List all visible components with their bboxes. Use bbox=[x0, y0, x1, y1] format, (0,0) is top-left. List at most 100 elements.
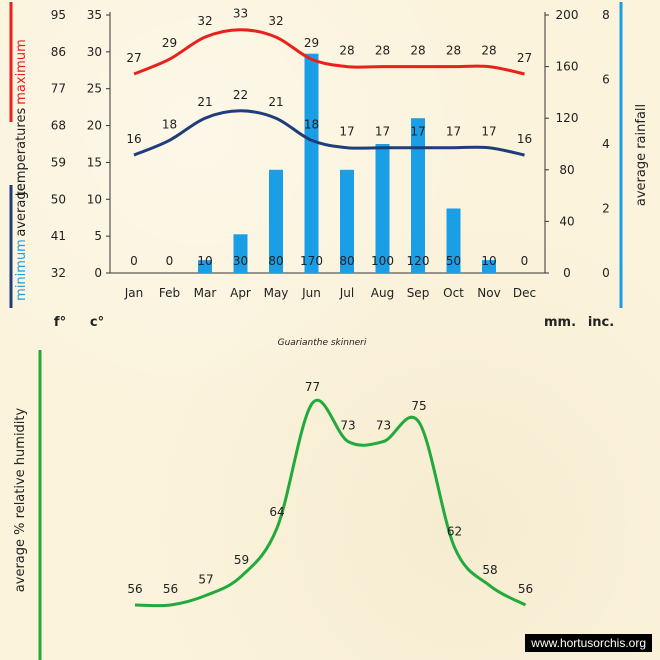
rain-bar bbox=[340, 169, 354, 273]
inch-tick: 6 bbox=[602, 73, 610, 87]
humidity-axis-label: average % relative humidity bbox=[13, 407, 28, 592]
humidity-label: 73 bbox=[340, 418, 355, 432]
max-temp-label: 33 bbox=[233, 7, 248, 21]
mm-tick: 80 bbox=[559, 163, 574, 177]
max-temp-label: 28 bbox=[481, 44, 496, 58]
unit-fahrenheit: f° bbox=[54, 315, 66, 330]
celsius-tick: 25 bbox=[87, 82, 102, 96]
humidity-label: 57 bbox=[198, 572, 213, 586]
humidity-line bbox=[134, 398, 527, 608]
min-temp-label: 17 bbox=[410, 125, 425, 139]
rain-value-label: 120 bbox=[407, 254, 430, 268]
month-label: Sep bbox=[407, 286, 430, 300]
min-temp-label: 21 bbox=[197, 95, 212, 109]
month-label: Aug bbox=[371, 286, 394, 300]
rain-bar bbox=[198, 260, 212, 273]
rain-value-label: 170 bbox=[300, 254, 323, 268]
min-temp-label: 22 bbox=[233, 88, 248, 102]
humidity-label: 56 bbox=[163, 582, 178, 596]
rain-value-label: 50 bbox=[446, 254, 461, 268]
left-title-word-0: minimum bbox=[14, 239, 29, 301]
max-temp-label: 29 bbox=[162, 36, 177, 50]
inch-tick: 2 bbox=[602, 202, 610, 216]
min-temp-label: 21 bbox=[268, 95, 283, 109]
fahrenheit-tick: 77 bbox=[51, 82, 66, 96]
rain-value-label: 0 bbox=[521, 254, 529, 268]
rain-bar bbox=[446, 208, 461, 273]
mm-tick: 200 bbox=[556, 8, 579, 22]
month-label: Jul bbox=[339, 286, 354, 300]
rain-value-label: 10 bbox=[197, 254, 212, 268]
celsius-tick: 30 bbox=[87, 45, 102, 59]
min-temp-label: 17 bbox=[446, 125, 461, 139]
left-title-word-2: temperatures bbox=[14, 108, 29, 197]
month-label: Nov bbox=[477, 286, 500, 300]
fahrenheit-tick: 59 bbox=[51, 155, 66, 169]
rain-value-label: 30 bbox=[233, 254, 248, 268]
month-label: Feb bbox=[159, 286, 180, 300]
min-temp-label: 17 bbox=[481, 125, 496, 139]
mm-tick: 160 bbox=[556, 60, 579, 74]
max-temp-label: 27 bbox=[126, 51, 141, 65]
inch-tick: 0 bbox=[602, 266, 610, 280]
fahrenheit-tick: 68 bbox=[51, 119, 66, 133]
max-temp-label: 32 bbox=[268, 14, 283, 28]
month-label: Jun bbox=[301, 286, 321, 300]
mm-tick: 120 bbox=[556, 111, 579, 125]
max-temp-line bbox=[133, 28, 525, 76]
fahrenheit-tick: 50 bbox=[51, 192, 66, 206]
rain-value-label: 10 bbox=[481, 254, 496, 268]
celsius-tick: 35 bbox=[87, 8, 102, 22]
month-label: Jan bbox=[124, 286, 144, 300]
rain-value-label: 80 bbox=[268, 254, 283, 268]
species-name: Guarianthe skinneri bbox=[278, 338, 367, 348]
min-temp-label: 18 bbox=[162, 117, 177, 131]
rain-bar bbox=[482, 260, 496, 273]
rain-bar bbox=[269, 169, 283, 273]
humidity-label: 59 bbox=[234, 553, 249, 567]
month-label: Apr bbox=[230, 286, 251, 300]
celsius-tick: 10 bbox=[87, 192, 102, 206]
month-label: Oct bbox=[443, 286, 464, 300]
celsius-tick: 20 bbox=[87, 119, 102, 133]
humidity-label: 73 bbox=[376, 418, 391, 432]
inch-tick: 4 bbox=[602, 137, 610, 151]
min-temp-label: 17 bbox=[375, 125, 390, 139]
fahrenheit-tick: 32 bbox=[51, 266, 66, 280]
mm-tick: 0 bbox=[563, 266, 571, 280]
unit-inches: inc. bbox=[588, 315, 614, 330]
humidity-label: 77 bbox=[305, 380, 320, 394]
month-label: May bbox=[264, 286, 289, 300]
max-temp-label: 28 bbox=[446, 44, 461, 58]
humidity-label: 62 bbox=[447, 524, 462, 538]
rain-bar bbox=[233, 234, 248, 273]
rain-value-label: 100 bbox=[371, 254, 394, 268]
max-temp-label: 28 bbox=[375, 44, 390, 58]
max-temp-label: 28 bbox=[339, 44, 354, 58]
fahrenheit-tick: 95 bbox=[51, 8, 66, 22]
rainfall-axis-label: average rainfall bbox=[634, 104, 649, 206]
max-temp-label: 27 bbox=[517, 51, 532, 65]
min-temp-line bbox=[133, 109, 525, 157]
rain-value-label: 0 bbox=[166, 254, 174, 268]
celsius-tick: 15 bbox=[87, 155, 102, 169]
left-title-word-3: maximum bbox=[14, 39, 29, 105]
min-temp-label: 17 bbox=[339, 125, 354, 139]
rain-bar bbox=[304, 53, 319, 274]
humidity-label: 75 bbox=[411, 399, 426, 413]
min-temp-label: 16 bbox=[517, 132, 532, 146]
max-temp-label: 28 bbox=[410, 44, 425, 58]
max-temp-label: 32 bbox=[197, 14, 212, 28]
rain-value-label: 80 bbox=[339, 254, 354, 268]
inch-tick: 8 bbox=[602, 8, 610, 22]
humidity-label: 64 bbox=[269, 505, 284, 519]
humidity-label: 58 bbox=[482, 563, 497, 577]
max-temp-label: 29 bbox=[304, 36, 319, 50]
humidity-label: 56 bbox=[127, 582, 142, 596]
humidity-label: 56 bbox=[518, 582, 533, 596]
unit-mm: mm. bbox=[544, 315, 576, 330]
mm-tick: 40 bbox=[559, 214, 574, 228]
min-temp-label: 18 bbox=[304, 117, 319, 131]
celsius-tick: 5 bbox=[94, 229, 102, 243]
